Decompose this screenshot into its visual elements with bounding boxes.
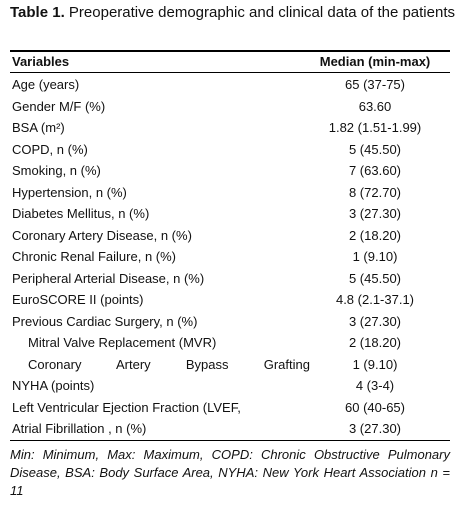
variable-cell: Coronary Artery Disease, n (%): [12, 227, 192, 243]
variable-cell: BSA (m²): [12, 120, 65, 135]
top-rule: [10, 50, 450, 52]
value-cell: 4 (3-4): [355, 378, 395, 393]
value-cell: 8 (72.70): [348, 184, 402, 200]
variable-cell: Peripheral Arterial Disease, n (%): [12, 270, 205, 286]
header-cell: Variables: [12, 54, 70, 69]
variable-cell: Chronic Renal Failure, n (%): [12, 249, 177, 264]
table-label: Table 1.: [10, 4, 65, 21]
variable-cell: Mitral Valve Replacement (MVR): [28, 335, 217, 350]
variable-cell: Gender M/F (%): [12, 98, 106, 114]
value-cell: 1 (9.10): [352, 249, 398, 264]
table-caption: Preoperative demographic and clinical da…: [68, 4, 455, 21]
table-title: Table 1. Preoperative demographic and cl…: [10, 2, 455, 23]
variable-cell: Atrial Fibrillation , n (%): [12, 421, 147, 436]
bottom-rule: [10, 440, 450, 441]
variable-cell: Hypertension, n (%): [12, 184, 127, 200]
variable-cell: Diabetes Mellitus, n (%): [12, 206, 150, 221]
variable-cell: EuroSCORE II (points): [12, 292, 144, 307]
value-cell: 63.60: [358, 98, 392, 114]
variable-cell: Coronary Artery Bypass Grafting: [28, 356, 310, 372]
value-cell: 2 (18.20): [348, 335, 402, 350]
value-cell: 3 (27.30): [348, 313, 402, 329]
variable-cell: NYHA (points): [12, 378, 95, 393]
variable-cell: Age (years): [12, 77, 80, 92]
value-cell: 3 (27.30): [348, 421, 402, 436]
variable-cell: Smoking, n (%): [12, 163, 101, 178]
variable-cell: Previous Cardiac Surgery, n (%): [12, 313, 198, 329]
value-cell: 4.8 (2.1-37.1): [335, 292, 415, 307]
value-cell: 5 (45.50): [348, 270, 402, 286]
footnote: Min: Minimum, Max: Maximum, COPD: Chroni…: [10, 447, 450, 498]
value-cell: 7 (63.60): [348, 163, 402, 178]
value-cell: 1 (9.10): [352, 356, 398, 372]
value-cell: 65 (37-75): [345, 77, 405, 92]
value-cell: 2 (18.20): [348, 227, 402, 243]
value-cell: 5 (45.50): [348, 141, 402, 157]
value-cell: 60 (40-65): [345, 399, 405, 415]
variable-cell: Left Ventricular Ejection Fraction (LVEF…: [12, 399, 241, 415]
header-cell: Median (min-max): [319, 54, 431, 69]
value-cell: 3 (27.30): [348, 206, 402, 221]
header-rule: [10, 72, 450, 73]
value-cell: 1.82 (1.51-1.99): [328, 120, 422, 135]
variable-cell: COPD, n (%): [12, 141, 88, 157]
